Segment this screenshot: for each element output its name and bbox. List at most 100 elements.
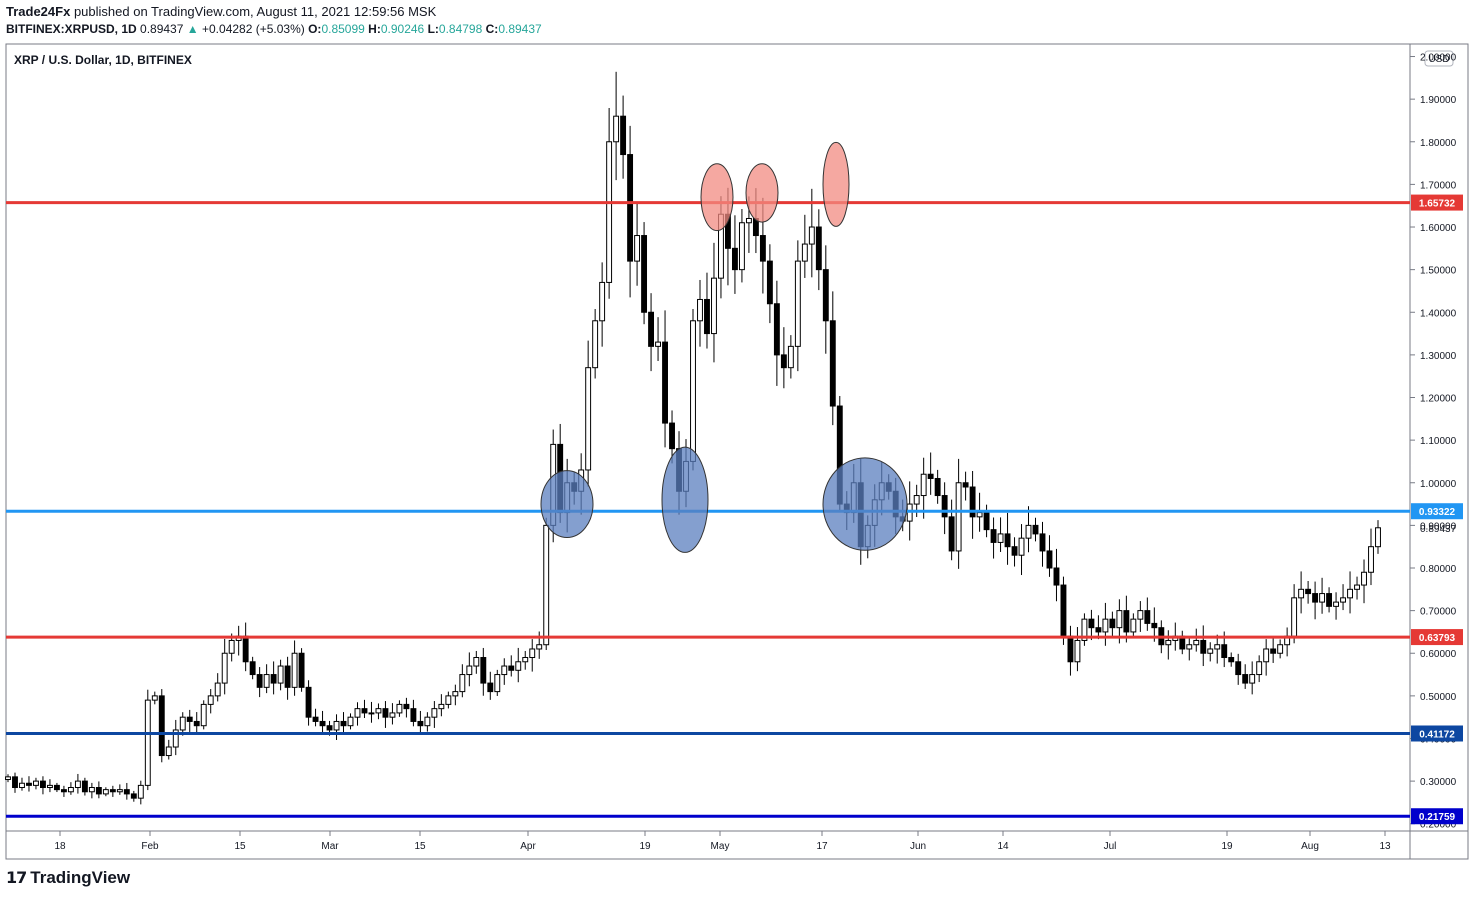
open-value: 0.85099 <box>321 22 365 36</box>
candle-body <box>655 341 661 347</box>
change-arrow-icon: ▲ <box>186 22 199 36</box>
candle-body <box>1011 546 1018 556</box>
candle-body <box>1263 648 1270 663</box>
candle-body <box>88 787 95 793</box>
candle-body <box>95 787 102 795</box>
close-value: 0.89437 <box>498 22 542 36</box>
candle-body <box>333 720 340 731</box>
time-axis: 18 Feb 15 Mar 15 Apr 19 May 17 Jun 14 Jul 19 Aug 13 <box>54 831 1391 852</box>
y-tick-label: 1.30000 <box>1420 351 1457 362</box>
level-label-box <box>1411 629 1463 646</box>
candle-body <box>1200 639 1207 654</box>
candle-body <box>690 320 696 462</box>
publisher-name[interactable]: Trade24Fx <box>6 4 71 19</box>
candle-body <box>382 708 389 718</box>
candle-body <box>983 512 990 531</box>
highlight-ellipse <box>661 446 709 553</box>
candle-body <box>536 644 543 650</box>
y-tick-label: 1.70000 <box>1420 180 1457 191</box>
candle-body <box>5 776 11 780</box>
candle-body <box>920 473 927 497</box>
level-label-box <box>1411 503 1463 520</box>
candle-body <box>200 703 207 727</box>
chart-title: XRP / U.S. Dollar, 1D, BITFINEX <box>14 53 192 67</box>
candle-body <box>137 784 144 799</box>
x-tick-label: Jun <box>910 841 926 852</box>
candle-body <box>1249 674 1256 684</box>
candle-body <box>1123 610 1130 633</box>
currency-badge[interactable] <box>1424 50 1454 67</box>
y-tick-label: 0.60000 <box>1420 649 1457 660</box>
candle-body <box>990 529 997 543</box>
candle-body <box>962 482 969 488</box>
highlight-ellipse <box>745 163 779 223</box>
candle-body <box>976 512 983 518</box>
candle-body <box>1312 593 1319 603</box>
x-tick-label: 19 <box>1221 841 1233 852</box>
x-tick-label: 18 <box>54 841 66 852</box>
candle-body <box>74 780 81 789</box>
high-label: H: <box>368 22 381 36</box>
level-label: 0.93322 <box>1419 507 1456 518</box>
level-label: 0.21759 <box>1419 812 1456 823</box>
candle-body <box>1109 618 1116 629</box>
candle-body <box>648 311 655 347</box>
last-price: 0.89437 <box>140 22 184 36</box>
candle-body <box>1256 661 1263 676</box>
candle-body <box>592 320 599 369</box>
candle-body <box>1270 648 1277 654</box>
y-tick-label: 1.50000 <box>1420 266 1457 277</box>
tradingview-footer: 𝟭𝟳 TradingView <box>6 868 130 888</box>
currency-label: USD <box>1428 54 1449 65</box>
candle-body <box>711 277 717 335</box>
candle-body <box>627 154 634 262</box>
x-tick-label: 19 <box>639 841 651 852</box>
candle-body <box>522 657 529 663</box>
candle-body <box>815 226 822 271</box>
level-label: 0.41172 <box>1419 729 1455 740</box>
candle-body <box>927 473 934 479</box>
candle-body <box>12 776 18 789</box>
y-tick-label: 1.90000 <box>1420 95 1457 106</box>
price-axis-labels: 1.65732 0.93322 0.63793 0.41172 0.21759 0.894… <box>1411 194 1463 825</box>
candle-body <box>305 686 312 718</box>
published-text: published on TradingView.com, August 11,… <box>73 4 437 19</box>
candle-body <box>1053 567 1060 586</box>
candle-body <box>431 708 438 718</box>
candle-body <box>102 789 109 795</box>
candle-body <box>1361 571 1367 586</box>
candle-body <box>955 482 962 552</box>
candle-body <box>347 716 354 727</box>
tradingview-logo-icon: 𝟭𝟳 <box>6 870 27 887</box>
candle-body <box>745 217 752 224</box>
level-label-box <box>1411 725 1463 742</box>
x-tick-label: 15 <box>414 841 426 852</box>
candle-body <box>242 635 249 663</box>
candle-body <box>1081 618 1088 641</box>
candle-body <box>228 639 235 654</box>
candle-body <box>1151 622 1158 629</box>
x-tick-label: 15 <box>234 841 246 852</box>
price-change: +0.04282 (+5.03%) <box>202 22 305 36</box>
candle-body <box>1214 644 1221 650</box>
candle-body <box>1032 524 1039 535</box>
candle-body <box>123 789 130 795</box>
candle-body <box>738 222 745 271</box>
y-tick-label: 1.00000 <box>1420 479 1457 490</box>
candlestick-series <box>5 71 1381 805</box>
candle-body <box>1165 639 1172 646</box>
low-value: 0.84798 <box>438 22 483 36</box>
candle-body <box>515 661 522 671</box>
candle-body <box>410 708 417 722</box>
footer-brand: TradingView <box>30 868 131 887</box>
candle-body <box>1018 537 1025 556</box>
level-label-box <box>1411 194 1463 211</box>
highlight-ellipse <box>822 457 908 551</box>
candle-body <box>263 674 270 688</box>
candle-body <box>480 657 487 684</box>
candle-body <box>144 699 151 786</box>
candle-body <box>179 716 186 731</box>
candle-body <box>613 115 620 143</box>
candle-body <box>1116 610 1123 629</box>
